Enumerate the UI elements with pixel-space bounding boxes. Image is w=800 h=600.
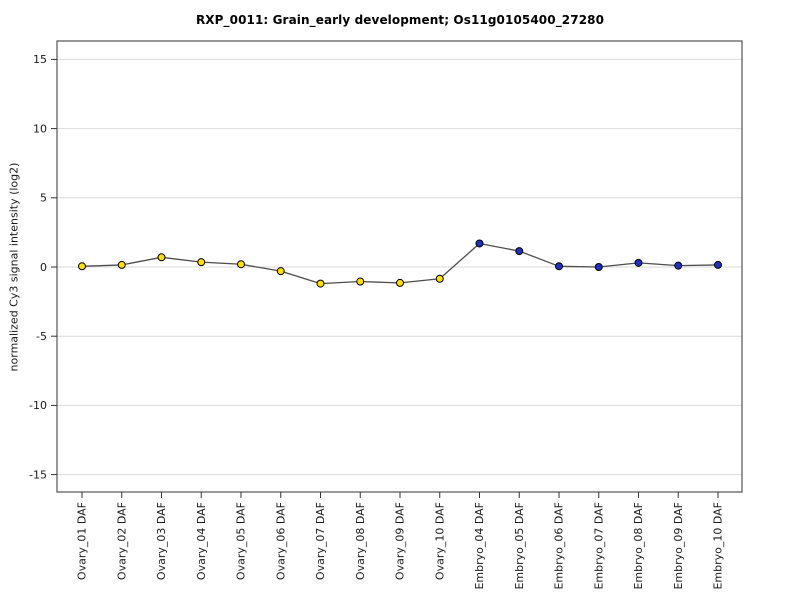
x-tick-label: Embryo_10 DAF [712, 502, 725, 590]
data-point [276, 267, 285, 276]
data-point [634, 258, 643, 267]
x-tick-label: Ovary_10 DAF [433, 502, 446, 580]
y-tick-label: 10 [33, 122, 47, 135]
data-point [435, 274, 444, 283]
y-tick-label: 15 [33, 53, 47, 66]
data-point [555, 262, 563, 271]
x-tick-label: Embryo_05 DAF [513, 502, 526, 590]
data-point [475, 239, 484, 248]
y-tick-label: 5 [40, 192, 47, 205]
data-point [396, 278, 404, 287]
data-point [78, 262, 86, 271]
data-point [237, 260, 245, 269]
y-tick-label: -5 [36, 330, 47, 343]
x-tick-label: Ovary_03 DAF [155, 502, 168, 580]
data-point [515, 247, 524, 256]
x-tick-label: Embryo_08 DAF [632, 502, 645, 590]
x-tick-label: Embryo_09 DAF [672, 502, 685, 590]
data-point [594, 263, 603, 271]
x-tick-label: Ovary_05 DAF [235, 502, 248, 580]
data-point [714, 260, 722, 269]
y-tick-label: 0 [40, 261, 47, 274]
x-tick-label: Ovary_07 DAF [314, 502, 327, 580]
chart-title: RXP_0011: Grain_early development; Os11g… [195, 13, 605, 27]
x-tick-label: Embryo_04 DAF [473, 502, 486, 590]
x-tick-label: Ovary_06 DAF [274, 502, 287, 580]
x-tick-label: Embryo_06 DAF [553, 502, 566, 590]
x-tick-label: Ovary_01 DAF [76, 502, 89, 580]
data-point [157, 253, 166, 262]
x-tick-label: Embryo_07 DAF [592, 502, 605, 590]
data-point [117, 260, 126, 269]
data-point [674, 261, 683, 270]
series-line [81, 242, 719, 285]
y-tick-label: -15 [29, 468, 47, 481]
y-tick-label: -10 [29, 399, 47, 412]
data-point [356, 277, 365, 286]
data-point [316, 279, 325, 288]
x-tick-label: Ovary_04 DAF [195, 502, 208, 580]
x-tick-label: Ovary_09 DAF [394, 502, 407, 580]
x-tick-label: Ovary_02 DAF [115, 502, 128, 580]
x-tick-label: Ovary_08 DAF [354, 502, 367, 580]
data-point [197, 258, 206, 267]
